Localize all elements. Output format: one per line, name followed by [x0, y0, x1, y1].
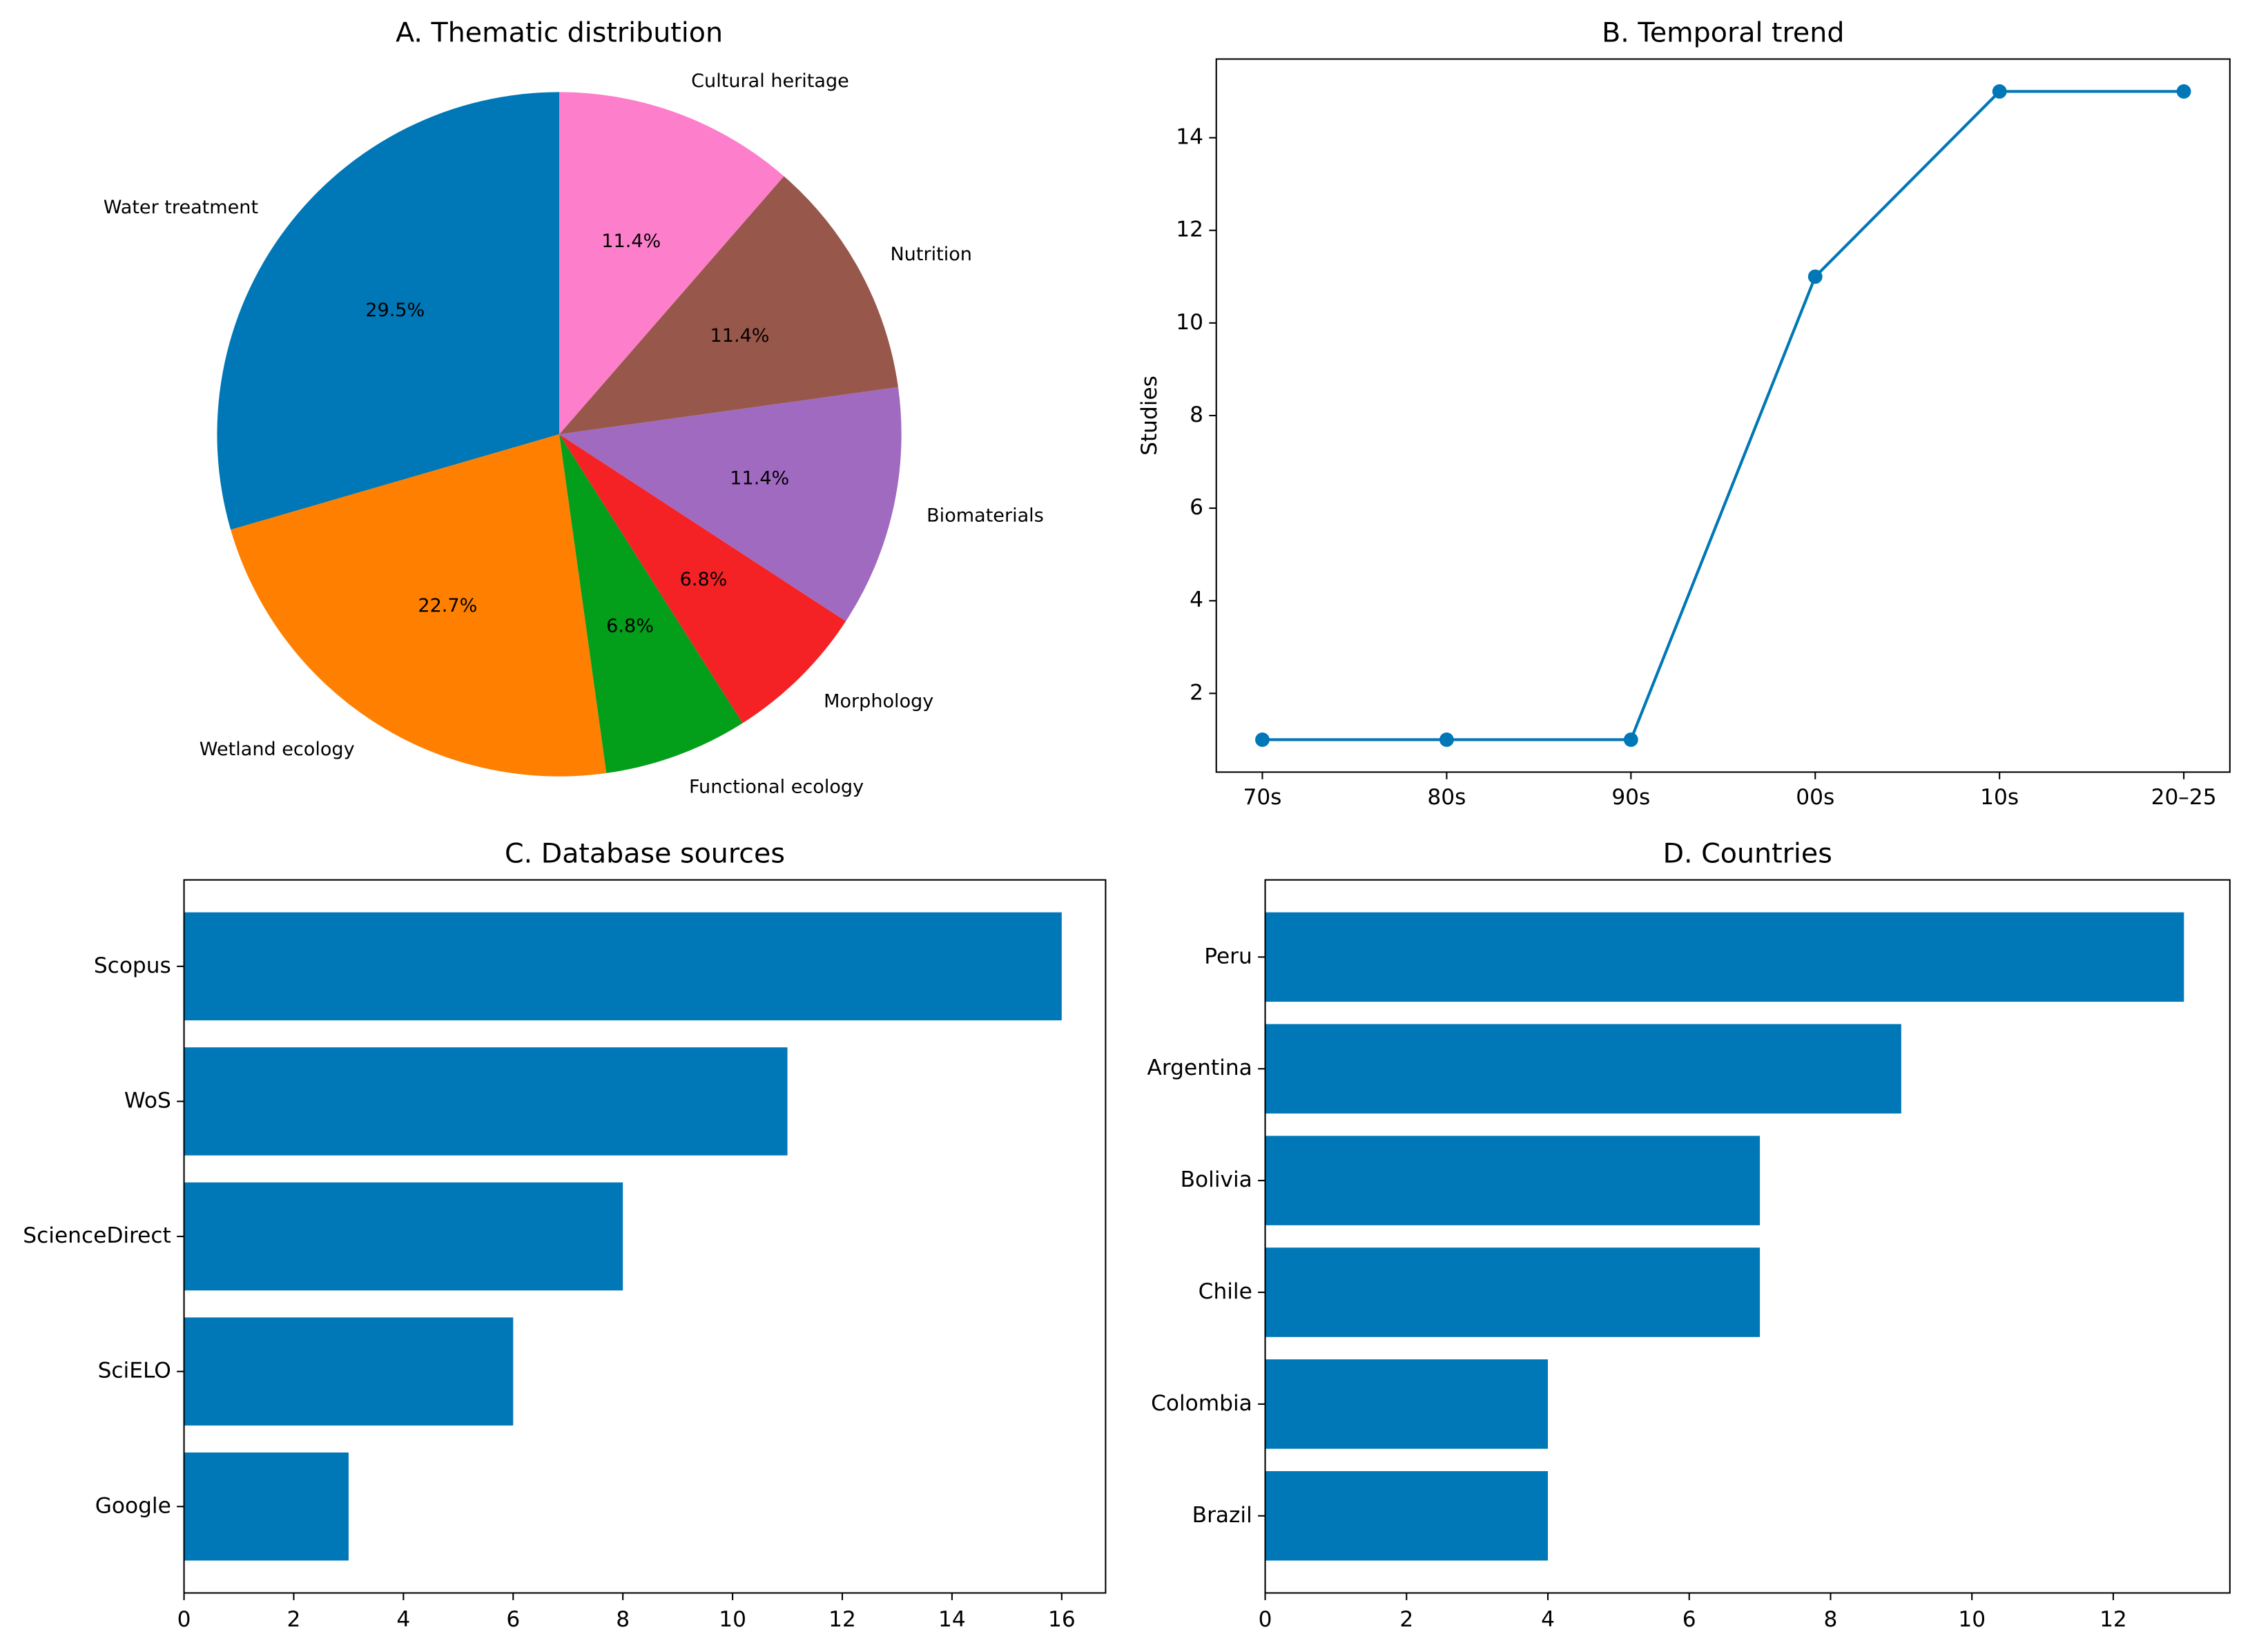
y-tick-label: SciELO: [98, 1359, 171, 1383]
y-tick-label: 8: [1190, 402, 1203, 427]
x-tick-label: 80s: [1427, 785, 1466, 810]
x-tick-label: 8: [1824, 1607, 1838, 1632]
x-tick-label: 12: [828, 1607, 856, 1632]
chart-title: C. Database sources: [505, 838, 785, 870]
y-tick-label: ScienceDirect: [23, 1223, 171, 1248]
x-tick-label: 70s: [1243, 785, 1281, 810]
bar: [184, 1452, 349, 1561]
slice-label: Functional ecology: [689, 776, 864, 797]
pie-slice: [231, 434, 607, 777]
y-tick-label: 6: [1190, 495, 1203, 520]
axes-frame: [1264, 879, 2231, 1594]
x-tick-label: 2: [1399, 1607, 1413, 1632]
pie-slice: [559, 92, 784, 435]
x-tick-label: 16: [1048, 1607, 1076, 1632]
chart-title: D. Countries: [1663, 838, 1832, 870]
slice-label: Wetland ecology: [200, 739, 355, 760]
y-tick-label: Peru: [1204, 944, 1252, 969]
pie-slice: [217, 92, 560, 530]
bar: [184, 1317, 514, 1426]
x-tick-label: 0: [1259, 1607, 1272, 1632]
slice-percent: 6.8%: [680, 569, 728, 590]
bar: [1265, 1471, 1549, 1561]
y-tick-label: Argentina: [1147, 1056, 1252, 1080]
x-tick-label: 10s: [1980, 785, 2019, 810]
y-tick-label: Brazil: [1192, 1503, 1252, 1528]
y-tick-label: 10: [1176, 310, 1203, 335]
slice-label: Cultural heritage: [691, 70, 849, 92]
slice-percent: 11.4%: [710, 325, 770, 347]
bar: [184, 1047, 788, 1156]
chart-title: A. Thematic distribution: [396, 17, 723, 49]
bar: [1265, 1247, 1761, 1337]
x-tick-label: 6: [506, 1607, 520, 1632]
pie-slice: [559, 387, 902, 621]
y-tick-label: 14: [1176, 125, 1203, 150]
point: [1439, 732, 1454, 747]
y-tick-label: 4: [1190, 587, 1203, 612]
x-tick-label: 20–25: [2151, 785, 2217, 810]
x-tick-label: 2: [287, 1607, 301, 1632]
x-tick-label: 14: [938, 1607, 966, 1632]
y-tick-label: Colombia: [1151, 1391, 1252, 1416]
slice-percent: 11.4%: [601, 231, 661, 252]
x-tick-label: 10: [719, 1607, 746, 1632]
y-tick-label: 12: [1176, 217, 1203, 242]
x-tick-label: 6: [1682, 1607, 1696, 1632]
slice-percent: 6.8%: [606, 616, 654, 637]
axes-frame: [183, 879, 1107, 1594]
bar: [1265, 1024, 1901, 1114]
slice-label: Water treatment: [104, 197, 258, 218]
axes-frame: [1215, 58, 2231, 773]
pie-slice: [559, 434, 743, 773]
point: [1992, 84, 2007, 99]
slice-percent: 22.7%: [418, 595, 477, 616]
slice-percent: 11.4%: [730, 467, 789, 489]
y-tick-label: WoS: [124, 1088, 171, 1113]
bar: [1265, 912, 2184, 1002]
point: [2176, 84, 2191, 99]
slice-percent: 29.5%: [365, 300, 425, 321]
bar: [1265, 1359, 1549, 1449]
pie-slice: [559, 434, 846, 723]
x-tick-label: 4: [396, 1607, 410, 1632]
slice-label: Biomaterials: [927, 505, 1044, 526]
x-tick-label: 8: [616, 1607, 630, 1632]
point: [1255, 732, 1270, 747]
y-tick-label: Chile: [1199, 1279, 1252, 1304]
y-tick-label: 2: [1190, 680, 1203, 705]
series-line: [1262, 90, 2184, 741]
x-tick-label: 90s: [1611, 785, 1650, 810]
y-tick-label: Google: [95, 1493, 171, 1518]
y-axis-label: Studies: [1137, 376, 1162, 456]
bar: [1265, 1136, 1761, 1225]
x-tick-label: 4: [1541, 1607, 1555, 1632]
x-tick-label: 00s: [1796, 785, 1834, 810]
bar: [184, 912, 1062, 1021]
bar: [184, 1182, 623, 1291]
y-tick-label: Bolivia: [1181, 1167, 1252, 1192]
point: [1623, 732, 1638, 747]
slice-label: Nutrition: [890, 244, 972, 265]
y-tick-label: Scopus: [94, 953, 171, 978]
x-tick-label: 12: [2099, 1607, 2127, 1632]
pie-slice: [559, 176, 898, 435]
slice-label: Morphology: [824, 690, 933, 712]
x-tick-label: 10: [1958, 1607, 1986, 1632]
x-tick-label: 0: [177, 1607, 191, 1632]
point: [1807, 269, 1823, 284]
chart-title: B. Temporal trend: [1602, 17, 1844, 49]
